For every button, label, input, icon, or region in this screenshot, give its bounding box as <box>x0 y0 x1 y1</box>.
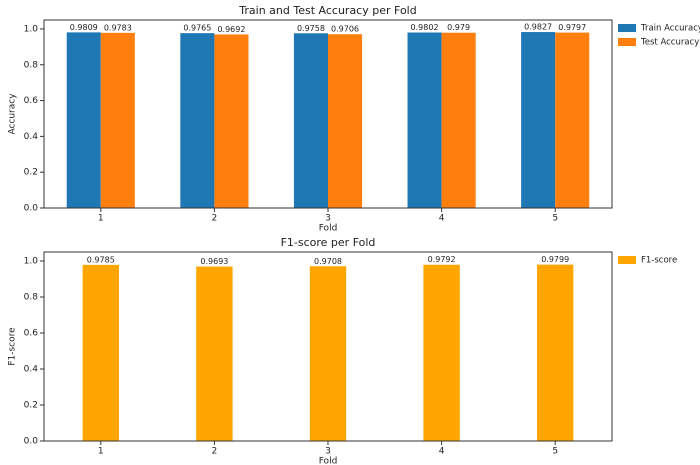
value-label: 0.9809 <box>70 23 98 32</box>
bar <box>555 33 589 208</box>
figure: Train and Test Accuracy per Fold Fold Accu… <box>0 0 700 465</box>
x-tick-label: 2 <box>212 214 218 224</box>
y-tick-label: 0.0 <box>24 437 39 447</box>
y-tick-label: 0.2 <box>24 401 38 411</box>
x-tick-label: 4 <box>439 447 445 457</box>
legend-swatch <box>618 24 636 32</box>
value-label: 0.9765 <box>183 24 211 33</box>
bar <box>101 33 135 208</box>
y-tick-label: 0.4 <box>24 365 39 375</box>
y-tick-label: 0.4 <box>24 132 39 142</box>
value-label: 0.9693 <box>200 257 228 266</box>
y-axis-label: Accuracy <box>8 93 18 135</box>
legend-swatch <box>618 256 636 264</box>
x-tick-label: 3 <box>325 447 331 457</box>
x-axis-label: Fold <box>319 457 338 465</box>
bar <box>310 266 346 441</box>
chart-title: F1-score per Fold <box>281 236 376 249</box>
value-label: 0.9783 <box>104 23 132 32</box>
x-tick-label: 5 <box>552 214 558 224</box>
value-label: 0.9792 <box>428 255 456 264</box>
bar <box>83 265 119 441</box>
legend-label: Train Accuracy <box>640 24 700 34</box>
x-tick-label: 5 <box>552 447 558 457</box>
bar <box>423 265 459 441</box>
value-label: 0.9706 <box>331 25 359 34</box>
y-axis-label: F1-score <box>8 327 18 366</box>
bar <box>537 265 573 441</box>
value-label: 0.9708 <box>314 257 342 266</box>
y-tick-label: 0.6 <box>24 329 39 339</box>
x-axis-label: Fold <box>319 224 338 234</box>
y-tick-label: 0.0 <box>24 204 39 214</box>
value-label: 0.9785 <box>87 255 115 264</box>
bar <box>294 33 328 208</box>
value-label: 0.9758 <box>297 24 325 33</box>
bar <box>408 32 442 208</box>
legend-label: F1-score <box>641 256 677 266</box>
bar <box>67 32 101 208</box>
chart-title: Train and Test Accuracy per Fold <box>238 4 416 17</box>
y-tick-label: 0.8 <box>24 60 39 70</box>
bar <box>180 33 214 208</box>
value-label: 0.9799 <box>541 255 569 264</box>
y-tick-label: 0.8 <box>24 293 39 303</box>
y-tick-label: 1.0 <box>24 24 39 34</box>
x-tick-label: 1 <box>98 214 104 224</box>
bar <box>328 34 362 208</box>
bar <box>521 32 555 208</box>
x-tick-label: 1 <box>98 447 104 457</box>
value-label: 0.979 <box>447 23 470 32</box>
value-label: 0.9797 <box>558 23 586 32</box>
y-tick-label: 0.6 <box>24 96 39 106</box>
legend-swatch <box>618 38 636 46</box>
value-label: 0.9802 <box>411 23 439 32</box>
x-tick-label: 3 <box>325 214 331 224</box>
x-tick-label: 2 <box>212 447 218 457</box>
value-label: 0.9827 <box>524 23 552 32</box>
bar <box>442 33 476 208</box>
legend-label: Test Accuracy <box>640 38 699 48</box>
bar <box>196 267 232 441</box>
y-tick-label: 1.0 <box>24 257 39 267</box>
value-label: 0.9692 <box>217 25 245 34</box>
x-tick-label: 4 <box>439 214 445 224</box>
y-tick-label: 0.2 <box>24 168 38 178</box>
bar <box>214 34 248 208</box>
